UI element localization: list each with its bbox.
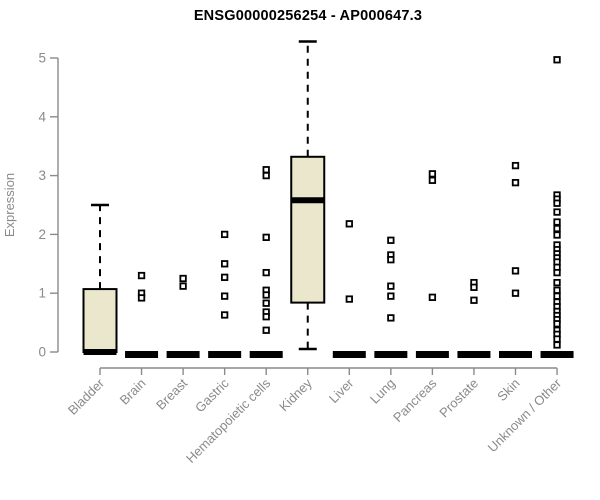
x-tick-label: Skin bbox=[494, 376, 522, 404]
outlier-point bbox=[428, 170, 437, 178]
outlier-point bbox=[262, 171, 270, 180]
y-tick-label: 2 bbox=[38, 227, 46, 242]
outlier-point bbox=[553, 335, 561, 343]
outlier-point bbox=[511, 161, 520, 170]
outlier-point bbox=[553, 218, 561, 226]
outlier-point bbox=[220, 292, 229, 300]
collapsed-box-liver bbox=[332, 351, 366, 358]
x-tick-label: Gastric bbox=[192, 375, 232, 415]
outlier-point bbox=[387, 314, 395, 322]
collapsed-box-pancreas bbox=[415, 351, 449, 358]
x-tick-label: Unknown / Other bbox=[485, 375, 565, 455]
outlier-point bbox=[262, 268, 270, 277]
outlier-point bbox=[179, 282, 187, 290]
outlier-point bbox=[345, 295, 353, 303]
outlier-point bbox=[553, 208, 561, 216]
outlier-point bbox=[179, 274, 187, 283]
x-tick-label: Kidney bbox=[276, 375, 315, 414]
chart-title: ENSG00000256254 - AP000647.3 bbox=[193, 8, 423, 24]
outlier-point bbox=[220, 311, 229, 319]
outlier-point bbox=[262, 291, 270, 299]
collapsed-box-brain bbox=[125, 351, 159, 358]
outlier-point bbox=[345, 220, 353, 228]
outlier-point bbox=[553, 286, 561, 294]
outlier-point bbox=[470, 283, 478, 291]
box-bladder bbox=[82, 288, 118, 354]
outlier-point bbox=[387, 292, 395, 300]
outlier-point bbox=[428, 176, 437, 184]
outlier-point bbox=[511, 267, 520, 275]
outlier-point bbox=[262, 326, 270, 334]
collapsed-box-gastric bbox=[208, 351, 242, 358]
outlier-point bbox=[553, 199, 561, 207]
outlier-point bbox=[262, 166, 270, 174]
outlier-point bbox=[387, 236, 395, 244]
x-tick-label: Breast bbox=[153, 375, 190, 412]
outlier-point bbox=[470, 296, 478, 304]
outlier-point bbox=[262, 313, 270, 321]
outlier-point bbox=[553, 56, 561, 64]
outlier-point bbox=[428, 293, 437, 301]
outlier-point bbox=[220, 273, 229, 281]
outlier-point bbox=[553, 341, 561, 349]
x-tick-label: Pancreas bbox=[390, 375, 440, 425]
x-tick-label: Brain bbox=[117, 376, 149, 408]
collapsed-box-prostate bbox=[457, 351, 491, 358]
collapsed-box-breast bbox=[166, 351, 200, 358]
outlier-point bbox=[220, 260, 229, 268]
collapsed-box-hematopoietic-cells bbox=[249, 351, 283, 358]
y-tick-label: 4 bbox=[38, 109, 46, 124]
outlier-point bbox=[220, 230, 229, 239]
outlier-point bbox=[262, 233, 270, 241]
y-axis-title: Expression bbox=[2, 173, 17, 237]
outlier-point bbox=[262, 299, 270, 307]
outlier-point bbox=[511, 179, 520, 187]
x-tick-label: Prostate bbox=[436, 376, 481, 421]
outlier-point bbox=[387, 282, 395, 290]
collapsed-box-skin bbox=[499, 351, 532, 358]
outlier-point bbox=[553, 278, 561, 287]
collapsed-box-lung bbox=[374, 351, 408, 358]
y-tick-label: 5 bbox=[38, 51, 46, 66]
box-kidney bbox=[290, 155, 326, 304]
outlier-point bbox=[511, 289, 520, 297]
outlier-point bbox=[553, 292, 561, 300]
x-tick-label: Liver bbox=[326, 375, 357, 406]
outlier-point bbox=[553, 268, 561, 277]
collapsed-box-unknown-other bbox=[540, 351, 574, 358]
x-tick-label: Lung bbox=[367, 376, 398, 407]
outlier-point bbox=[137, 271, 146, 280]
y-tick-label: 3 bbox=[38, 168, 46, 183]
y-tick-label: 1 bbox=[38, 286, 46, 301]
outlier-point bbox=[387, 256, 395, 264]
y-tick-label: 0 bbox=[38, 345, 46, 360]
outlier-point bbox=[553, 231, 561, 239]
outlier-point bbox=[137, 294, 146, 302]
x-tick-label: Bladder bbox=[65, 375, 108, 418]
outlier-point bbox=[553, 224, 561, 233]
outlier-point bbox=[553, 320, 561, 328]
